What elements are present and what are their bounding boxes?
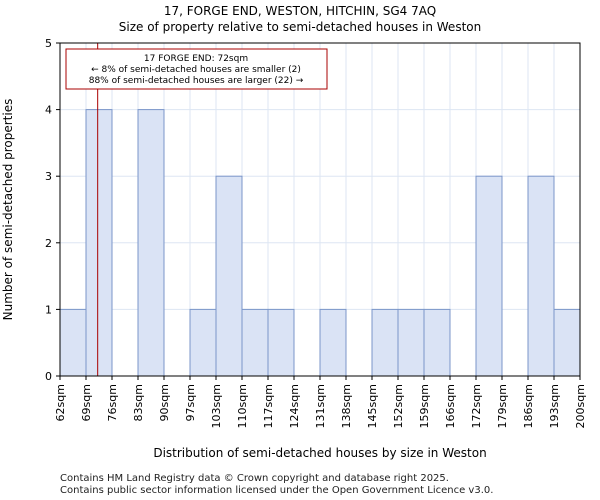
x-tick-label: 193sqm — [548, 384, 561, 428]
histogram-bar — [215, 175, 243, 377]
x-tick-label: 145sqm — [366, 384, 379, 428]
annotation-line-2: ← 8% of semi-detached houses are smaller… — [91, 65, 301, 75]
annotation-border — [65, 48, 328, 90]
y-tick-label: 1 — [45, 303, 52, 316]
x-tick-label: 166sqm — [444, 384, 457, 428]
x-tick-label: 69sqm — [80, 384, 93, 421]
histogram-bar — [85, 109, 113, 377]
x-tick-label: 117sqm — [262, 384, 275, 428]
x-tick-label: 152sqm — [392, 384, 405, 428]
footer-copyright: Contains HM Land Registry data © Crown c… — [60, 473, 449, 484]
histogram-bar — [241, 308, 269, 377]
histogram-bar — [397, 308, 425, 377]
x-tick-label: 124sqm — [288, 384, 301, 428]
footer-licence: Contains public sector information licen… — [60, 485, 494, 496]
x-tick-label: 97sqm — [184, 384, 197, 421]
histogram-bar — [527, 175, 555, 377]
y-tick-label: 2 — [45, 237, 52, 250]
y-tick-label: 4 — [45, 104, 52, 117]
histogram-bar — [267, 308, 295, 377]
histogram-bar — [371, 308, 399, 377]
chart-title-subtitle: Size of property relative to semi-detach… — [118, 20, 482, 34]
x-tick-label: 138sqm — [340, 384, 353, 428]
annotation-line-1: 17 FORGE END: 72sqm — [144, 54, 248, 64]
y-tick-label: 3 — [45, 170, 52, 183]
histogram-bar — [189, 308, 217, 377]
histogram-bar — [475, 175, 503, 377]
y-tick-label: 0 — [45, 370, 52, 383]
x-tick-label: 76sqm — [106, 384, 119, 421]
x-tick-label: 103sqm — [210, 384, 223, 428]
x-tick-label: 200sqm — [574, 384, 587, 428]
x-tick-label: 172sqm — [470, 384, 483, 428]
x-tick-label: 131sqm — [314, 384, 327, 428]
histogram-chart: 0 1 2 3 4 5 62sqm 69sqm 76sqm 83sqm 90sqm 97sqm 103… — [1, 37, 587, 460]
x-tick-label: 90sqm — [158, 384, 171, 421]
x-tick-label: 179sqm — [496, 384, 509, 428]
y-tick-label: 5 — [45, 37, 52, 50]
x-tick-label: 110sqm — [236, 384, 249, 428]
x-tick-label: 62sqm — [54, 384, 67, 421]
histogram-bar — [137, 109, 165, 377]
x-axis-ticks: 62sqm 69sqm 76sqm 83sqm 90sqm 97sqm 103sqm 110s… — [54, 376, 587, 428]
x-axis-label: Distribution of semi-detached houses by … — [153, 446, 486, 460]
y-axis-label: Number of semi-detached properties — [1, 99, 15, 321]
histogram-bar — [423, 308, 451, 377]
histogram-bar — [319, 308, 347, 377]
annotation-line-3: 88% of semi-detached houses are larger (… — [89, 76, 304, 86]
x-tick-label: 83sqm — [132, 384, 145, 421]
histogram-bar — [553, 308, 581, 377]
chart-title-address: 17, FORGE END, WESTON, HITCHIN, SG4 7AQ — [163, 4, 437, 18]
y-axis-ticks: 0 1 2 3 4 5 — [45, 37, 60, 383]
x-tick-label: 186sqm — [522, 384, 535, 428]
histogram-bar — [59, 308, 87, 377]
annotation-box: 17 FORGE END: 72sqm ← 8% of semi-detache… — [65, 48, 328, 90]
x-tick-label: 159sqm — [418, 384, 431, 428]
